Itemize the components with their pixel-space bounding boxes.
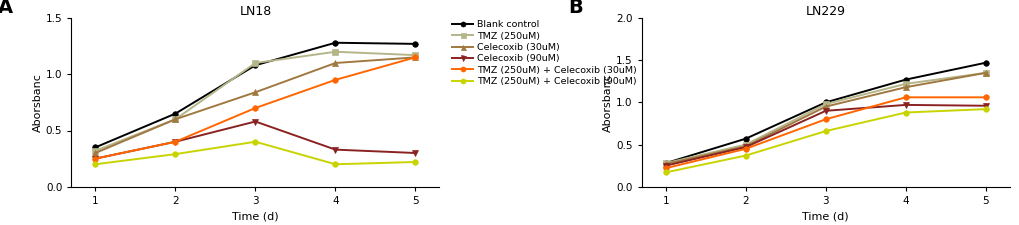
Y-axis label: Aborsbanc: Aborsbanc <box>603 73 612 132</box>
TMZ (250uM) <box>899 83 911 85</box>
TMZ (250uM) <box>169 118 181 121</box>
Text: A: A <box>0 0 13 17</box>
Line: TMZ (250uM): TMZ (250uM) <box>93 49 418 153</box>
Celecoxib (30uM) <box>249 91 261 94</box>
TMZ (250uM) + Celecoxib (30uM) <box>90 157 102 160</box>
Line: TMZ (250uM) + Celecoxib (90uM): TMZ (250uM) + Celecoxib (90uM) <box>93 139 418 167</box>
TMZ (250uM) <box>90 149 102 152</box>
Line: Blank control: Blank control <box>662 60 987 166</box>
TMZ (250uM) + Celecoxib (90uM) <box>249 140 261 143</box>
TMZ (250uM) + Celecoxib (90uM) <box>819 130 832 132</box>
Line: Celecoxib (90uM): Celecoxib (90uM) <box>93 119 418 161</box>
TMZ (250uM) + Celecoxib (90uM) <box>329 163 341 166</box>
Blank control <box>249 64 261 67</box>
Celecoxib (30uM) <box>169 118 181 121</box>
Celecoxib (30uM) <box>819 105 832 108</box>
Title: LN18: LN18 <box>239 5 271 18</box>
TMZ (250uM) <box>409 54 421 56</box>
Blank control <box>409 43 421 45</box>
TMZ (250uM) <box>739 143 751 146</box>
TMZ (250uM) + Celecoxib (30uM) <box>169 140 181 143</box>
TMZ (250uM) <box>249 62 261 64</box>
Celecoxib (90uM) <box>739 146 751 148</box>
Celecoxib (90uM) <box>899 104 911 106</box>
Line: Celecoxib (90uM): Celecoxib (90uM) <box>662 102 987 169</box>
Line: TMZ (250uM) + Celecoxib (30uM): TMZ (250uM) + Celecoxib (30uM) <box>662 94 987 171</box>
Blank control <box>659 162 672 164</box>
Celecoxib (30uM) <box>978 72 990 74</box>
Celecoxib (90uM) <box>329 148 341 151</box>
Celecoxib (90uM) <box>169 140 181 143</box>
Celecoxib (30uM) <box>899 86 911 88</box>
Blank control <box>329 41 341 44</box>
Blank control <box>90 146 102 149</box>
X-axis label: Time (d): Time (d) <box>232 211 278 221</box>
TMZ (250uM) + Celecoxib (90uM) <box>169 153 181 155</box>
TMZ (250uM) + Celecoxib (30uM) <box>409 56 421 59</box>
Celecoxib (30uM) <box>90 152 102 154</box>
Celecoxib (90uM) <box>978 104 990 107</box>
Blank control <box>819 101 832 104</box>
Line: TMZ (250uM) + Celecoxib (90uM): TMZ (250uM) + Celecoxib (90uM) <box>662 106 987 175</box>
TMZ (250uM) + Celecoxib (90uM) <box>90 163 102 166</box>
TMZ (250uM) <box>819 103 832 105</box>
Celecoxib (30uM) <box>659 163 672 165</box>
TMZ (250uM) <box>329 50 341 53</box>
Text: B: B <box>568 0 583 17</box>
Blank control <box>169 112 181 115</box>
Title: LN229: LN229 <box>805 5 845 18</box>
Celecoxib (30uM) <box>409 56 421 59</box>
TMZ (250uM) <box>659 162 672 164</box>
TMZ (250uM) + Celecoxib (30uM) <box>249 107 261 109</box>
Celecoxib (90uM) <box>90 157 102 160</box>
Line: TMZ (250uM) + Celecoxib (30uM): TMZ (250uM) + Celecoxib (30uM) <box>93 55 418 161</box>
Line: TMZ (250uM): TMZ (250uM) <box>662 70 987 166</box>
TMZ (250uM) + Celecoxib (30uM) <box>899 96 911 99</box>
TMZ (250uM) + Celecoxib (30uM) <box>819 118 832 121</box>
Celecoxib (30uM) <box>739 145 751 148</box>
TMZ (250uM) + Celecoxib (90uM) <box>739 154 751 157</box>
Y-axis label: Aborsbanc: Aborsbanc <box>33 73 43 132</box>
X-axis label: Time (d): Time (d) <box>802 211 848 221</box>
TMZ (250uM) + Celecoxib (90uM) <box>659 171 672 174</box>
Celecoxib (90uM) <box>819 110 832 112</box>
Blank control <box>739 137 751 140</box>
TMZ (250uM) + Celecoxib (30uM) <box>659 167 672 170</box>
TMZ (250uM) + Celecoxib (30uM) <box>978 96 990 99</box>
TMZ (250uM) + Celecoxib (90uM) <box>899 111 911 114</box>
Celecoxib (30uM) <box>329 62 341 64</box>
Line: Celecoxib (30uM): Celecoxib (30uM) <box>662 70 987 167</box>
Blank control <box>899 78 911 81</box>
Legend: Blank control, TMZ (250uM), Celecoxib (30uM), Celecoxib (90uM), TMZ (250uM) + Ce: Blank control, TMZ (250uM), Celecoxib (3… <box>451 19 637 87</box>
Celecoxib (90uM) <box>659 164 672 167</box>
Blank control <box>978 61 990 64</box>
Line: Celecoxib (30uM): Celecoxib (30uM) <box>93 55 418 156</box>
TMZ (250uM) + Celecoxib (30uM) <box>329 79 341 81</box>
TMZ (250uM) + Celecoxib (30uM) <box>739 147 751 150</box>
Celecoxib (90uM) <box>409 152 421 154</box>
TMZ (250uM) + Celecoxib (90uM) <box>409 161 421 163</box>
Line: Blank control: Blank control <box>93 40 418 150</box>
TMZ (250uM) + Celecoxib (90uM) <box>978 108 990 110</box>
Celecoxib (90uM) <box>249 120 261 123</box>
TMZ (250uM) <box>978 72 990 74</box>
